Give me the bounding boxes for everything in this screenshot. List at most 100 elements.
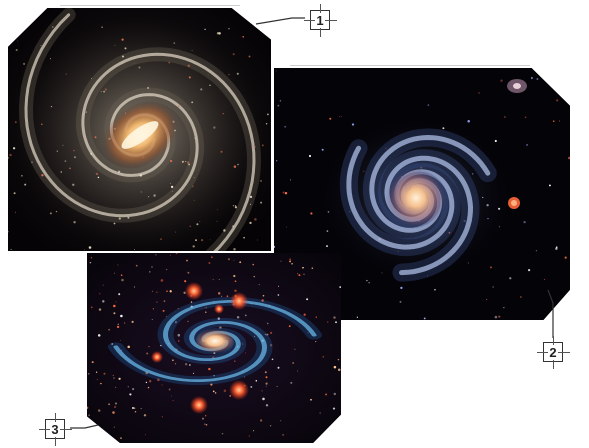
star — [170, 182, 172, 184]
star — [131, 406, 135, 410]
star — [223, 229, 226, 232]
star — [271, 358, 274, 361]
star — [120, 314, 123, 318]
star — [325, 393, 328, 396]
star — [261, 299, 264, 302]
star — [178, 340, 180, 342]
star — [127, 386, 129, 388]
star — [208, 261, 211, 265]
star — [233, 260, 235, 261]
star — [64, 160, 67, 163]
star — [113, 426, 115, 428]
star — [102, 284, 104, 286]
star — [151, 319, 153, 321]
star — [556, 99, 559, 102]
star — [265, 376, 268, 379]
star — [265, 385, 267, 387]
star — [285, 226, 287, 228]
star — [73, 149, 75, 152]
star — [253, 145, 256, 148]
star — [148, 196, 150, 198]
frame-line — [290, 65, 530, 66]
star — [280, 420, 282, 422]
star — [114, 272, 115, 274]
star — [108, 403, 111, 406]
star — [494, 315, 498, 319]
star — [124, 322, 126, 324]
star — [118, 293, 121, 296]
star — [134, 62, 135, 64]
star — [163, 300, 166, 302]
star — [174, 321, 177, 324]
star — [174, 363, 177, 365]
star — [193, 199, 195, 201]
star — [500, 79, 503, 82]
star — [277, 366, 280, 369]
star — [49, 212, 52, 215]
star — [214, 392, 217, 394]
star — [427, 104, 430, 106]
star — [213, 375, 215, 377]
star — [255, 380, 258, 382]
star — [116, 325, 120, 329]
star — [434, 288, 436, 291]
star — [95, 430, 98, 433]
star — [31, 161, 33, 163]
star — [333, 392, 337, 396]
star — [172, 400, 174, 402]
star — [221, 432, 224, 435]
star — [249, 8, 251, 9]
star — [194, 137, 196, 139]
star — [267, 333, 269, 335]
star — [253, 430, 255, 432]
star — [261, 144, 264, 147]
star — [249, 221, 252, 225]
star — [218, 32, 221, 35]
star — [177, 105, 180, 108]
star — [111, 343, 114, 345]
star — [56, 150, 58, 152]
star — [151, 266, 153, 268]
star — [277, 294, 280, 296]
star — [210, 383, 213, 386]
star — [120, 437, 122, 439]
star — [536, 78, 539, 80]
star — [72, 183, 75, 186]
star — [356, 316, 358, 318]
star — [332, 407, 336, 410]
star — [208, 367, 211, 371]
star — [526, 143, 529, 146]
star — [311, 267, 314, 269]
star — [205, 311, 207, 313]
star — [494, 139, 497, 143]
star — [237, 163, 239, 166]
star — [265, 404, 269, 407]
star — [275, 70, 277, 72]
callout-label-1: 1 — [304, 4, 337, 37]
star — [157, 378, 160, 381]
star — [308, 154, 312, 158]
star — [211, 256, 213, 259]
star — [65, 73, 67, 75]
star — [265, 123, 268, 125]
star — [149, 380, 152, 383]
star — [187, 64, 190, 67]
star — [143, 414, 147, 417]
star — [118, 217, 121, 220]
star — [74, 156, 76, 159]
star — [294, 348, 296, 350]
star — [202, 417, 204, 420]
star — [14, 211, 16, 213]
star — [207, 74, 209, 76]
star — [233, 274, 236, 278]
star — [10, 248, 12, 250]
frame-line — [60, 5, 240, 6]
star — [173, 42, 176, 44]
star — [234, 206, 238, 209]
star — [145, 381, 148, 384]
star — [22, 62, 26, 66]
star — [40, 123, 43, 126]
star — [222, 113, 224, 115]
star — [226, 295, 229, 298]
star — [115, 386, 117, 388]
